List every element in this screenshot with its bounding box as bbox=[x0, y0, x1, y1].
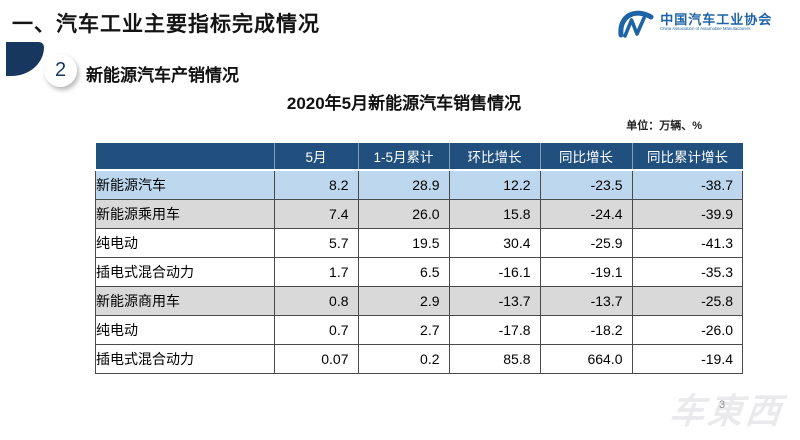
caam-logo-icon bbox=[618, 10, 654, 38]
value-cell: 0.7 bbox=[273, 315, 359, 345]
column-header: 同比增长 bbox=[539, 143, 632, 171]
value-cell: -25.8 bbox=[631, 286, 743, 316]
value-cell: -39.9 bbox=[631, 199, 743, 229]
page-title: 一、汽车工业主要指标完成情况 bbox=[12, 13, 320, 36]
table-row: 新能源乘用车 7.4 26.0 15.8 -24.4 -39.9 bbox=[95, 199, 743, 229]
value-cell: -38.7 bbox=[631, 169, 743, 200]
org-names: 中国汽车工业协会 China Association of Automobile… bbox=[660, 9, 786, 34]
row-label: 插电式混合动力 bbox=[95, 344, 275, 374]
value-cell: 6.5 bbox=[357, 257, 450, 287]
value-cell: -23.5 bbox=[539, 169, 633, 200]
value-cell: 0.2 bbox=[357, 344, 450, 374]
value-cell: -16.1 bbox=[448, 257, 541, 287]
table-title: 2020年5月新能源汽车销售情况 bbox=[286, 94, 522, 113]
section-badge-decoration bbox=[6, 42, 44, 76]
value-cell: 15.8 bbox=[448, 199, 541, 229]
nev-sales-table: 5月 1-5月累计 环比增长 同比增长 同比累计增长 新能源汽车 8.2 28.9 12.2-… bbox=[95, 143, 743, 374]
row-label: 插电式混合动力 bbox=[95, 257, 275, 287]
table-row: 插电式混合动力 0.07 0.2 85.8 664.0 -19.4 bbox=[95, 344, 743, 374]
value-cell: -26.0 bbox=[631, 315, 743, 345]
table-row: 纯电动 5.7 19.5 30.4 -25.9 -41.3 bbox=[95, 228, 743, 258]
value-cell: -41.3 bbox=[631, 228, 743, 258]
org-name-zh: 中国汽车工业协会 bbox=[660, 12, 773, 27]
section-number-badge: 2 bbox=[44, 54, 77, 87]
value-cell: 7.4 bbox=[273, 199, 359, 229]
value-cell: 664.0 bbox=[539, 344, 633, 374]
row-label: 纯电动 bbox=[95, 228, 275, 258]
section-title: 新能源汽车产销情况 bbox=[86, 66, 239, 85]
column-header: 5月 bbox=[273, 143, 358, 171]
value-cell: 26.0 bbox=[357, 199, 450, 229]
value-cell: -24.4 bbox=[539, 199, 633, 229]
value-cell: 28.9 bbox=[357, 169, 450, 200]
page-number: 3 bbox=[719, 399, 726, 411]
table-row: 插电式混合动力 1.7 6.5 -16.1 -19.1 -35.3 bbox=[95, 257, 743, 287]
value-cell: 19.5 bbox=[357, 228, 450, 258]
value-cell: -18.2 bbox=[539, 315, 633, 345]
value-cell: -19.1 bbox=[539, 257, 633, 287]
org-logo: 中国汽车工业协会 China Association of Automobile… bbox=[614, 9, 786, 39]
value-cell: -19.4 bbox=[631, 344, 743, 374]
value-cell: -35.3 bbox=[631, 257, 743, 287]
value-cell: -13.7 bbox=[448, 286, 541, 316]
column-header: 1-5月累计 bbox=[357, 143, 449, 171]
row-label: 纯电动 bbox=[95, 315, 275, 345]
value-cell: 30.4 bbox=[448, 228, 541, 258]
table-row: 新能源商用车 0.8 2.9 -13.7 -13.7 -25.8 bbox=[95, 286, 743, 316]
value-cell: 2.7 bbox=[357, 315, 450, 345]
value-cell: -25.9 bbox=[539, 228, 633, 258]
value-cell: 8.2 bbox=[273, 169, 359, 200]
row-label: 新能源乘用车 bbox=[95, 199, 275, 229]
column-header: 环比增长 bbox=[448, 143, 540, 171]
watermark: 车東西 bbox=[667, 392, 786, 431]
org-name-en: China Association of Automobile Manufact… bbox=[660, 27, 751, 32]
value-cell: -17.8 bbox=[448, 315, 541, 345]
value-cell: 12.2 bbox=[448, 169, 541, 200]
unit-label: 单位：万辆、% bbox=[626, 120, 702, 132]
value-cell: 85.8 bbox=[448, 344, 541, 374]
column-header: 同比累计增长 bbox=[631, 143, 743, 171]
row-label: 新能源汽车 bbox=[95, 169, 275, 200]
value-cell: 0.07 bbox=[273, 344, 359, 374]
table-header: 5月 1-5月累计 环比增长 同比增长 同比累计增长 bbox=[95, 143, 743, 171]
value-cell: 2.9 bbox=[357, 286, 450, 316]
row-label: 新能源商用车 bbox=[95, 286, 275, 316]
column-header bbox=[95, 143, 274, 171]
value-cell: 0.8 bbox=[273, 286, 359, 316]
value-cell: 1.7 bbox=[273, 257, 359, 287]
value-cell: -13.7 bbox=[539, 286, 633, 316]
table-row: 纯电动 0.7 2.7 -17.8 -18.2 -26.0 bbox=[95, 315, 743, 345]
value-cell: 5.7 bbox=[273, 228, 359, 258]
table-row: 新能源汽车 8.2 28.9 12.2 -23.5 -38.7 bbox=[95, 169, 743, 200]
